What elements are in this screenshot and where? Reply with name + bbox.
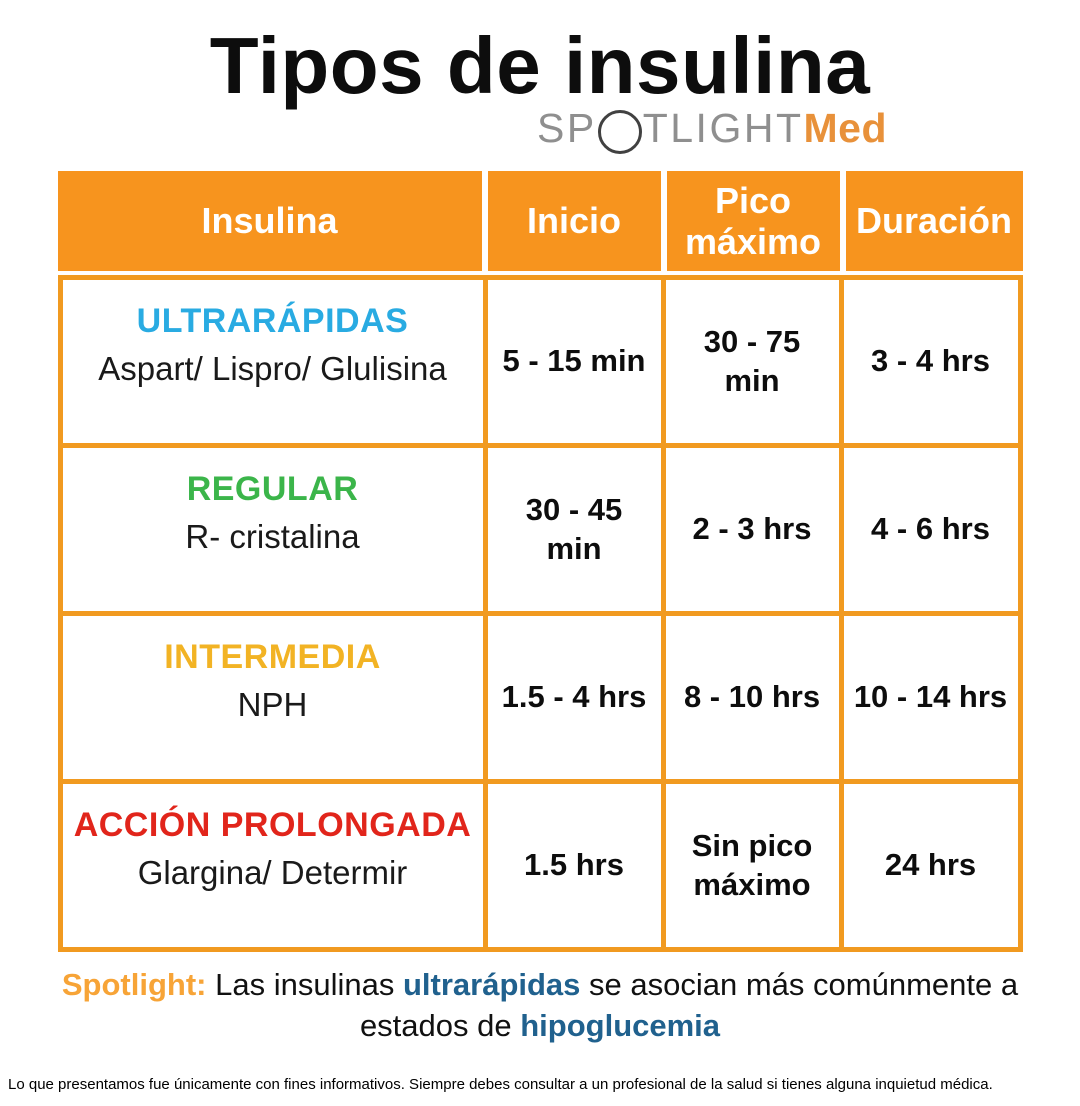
header-cell-inicio: Inicio xyxy=(487,171,661,271)
logo-text-tlight: TLIGHT xyxy=(642,105,804,151)
category-accion-prolongada: ACCIÓN PROLONGADA xyxy=(73,805,472,844)
table-header-row: Insulina Inicio Pico máximo Duración xyxy=(57,171,1023,271)
names-intermedia: NPH xyxy=(237,685,308,723)
table-body: ULTRARÁPIDAS Aspart/ Lispro/ Glulisina 5… xyxy=(57,275,1023,952)
row-intermedia-duracion-cell: 10 - 14 hrs xyxy=(843,616,1018,779)
spotlight-label: Spotlight: xyxy=(61,967,207,1002)
page-title: Tipos de insulina xyxy=(209,21,871,110)
row-ultrarapidas-label-cell: ULTRARÁPIDAS Aspart/ Lispro/ Glulisina xyxy=(62,280,483,443)
row-regular-duracion-cell: 4 - 6 hrs xyxy=(843,448,1018,611)
header-cell-pico-maximo: Pico máximo xyxy=(666,171,840,271)
logo-text-med: Med xyxy=(803,105,887,151)
header-cell-duracion: Duración xyxy=(845,171,1023,271)
row-accion-prolongada-inicio-cell: 1.5 hrs xyxy=(487,784,661,947)
header-cell-insulina: Insulina xyxy=(57,171,482,271)
row-regular-inicio-cell: 30 - 45 min xyxy=(487,448,661,611)
row-regular-pico-cell: 2 - 3 hrs xyxy=(665,448,839,611)
spotlight-highlight-hipoglucemia: hipoglucemia xyxy=(520,1007,721,1043)
row-accion-prolongada-pico-cell: Sin pico máximo xyxy=(665,784,839,947)
row-accion-prolongada-label-cell: ACCIÓN PROLONGADA Glargina/ Determir xyxy=(62,784,483,947)
row-intermedia-label-cell: INTERMEDIA NPH xyxy=(62,616,483,779)
spotlight-line-2: estados de hipoglucemia xyxy=(0,1006,1080,1047)
names-regular: R- cristalina xyxy=(185,517,360,555)
category-intermedia: INTERMEDIA xyxy=(164,637,381,676)
spotlight-text-1: Las insulinas xyxy=(215,967,395,1002)
row-accion-prolongada-duracion-cell: 24 hrs xyxy=(843,784,1018,947)
spotlight-text-2: se asocian más comúnmente a xyxy=(589,967,1019,1002)
infographic-canvas: Tipos de insulina SP TLIGHT Med Insulina… xyxy=(0,26,1080,1106)
row-ultrarapidas-pico-cell: 30 - 75 min xyxy=(665,280,839,443)
spotlight-text-3: estados de xyxy=(359,1007,512,1043)
spotlightmed-logo: SP TLIGHT Med xyxy=(172,98,1080,156)
spotlight-note: Spotlight: Las insulinas ultrarápidas se… xyxy=(0,965,1080,1047)
names-ultrarapidas: Aspart/ Lispro/ Glulisina xyxy=(98,349,447,387)
spotlight-line-1: Spotlight: Las insulinas ultrarápidas se… xyxy=(0,965,1080,1006)
names-accion-prolongada: Glargina/ Determir xyxy=(137,853,408,891)
row-intermedia-pico-cell: 8 - 10 hrs xyxy=(665,616,839,779)
row-ultrarapidas-duracion-cell: 3 - 4 hrs xyxy=(843,280,1018,443)
category-regular: REGULAR xyxy=(186,469,359,508)
logo-spotlight-circle-icon xyxy=(597,110,642,154)
row-ultrarapidas-inicio-cell: 5 - 15 min xyxy=(487,280,661,443)
spotlight-highlight-ultrarapidas: ultrarápidas xyxy=(402,967,581,1002)
row-intermedia-inicio-cell: 1.5 - 4 hrs xyxy=(487,616,661,779)
insulin-types-table: Insulina Inicio Pico máximo Duración ULT… xyxy=(57,171,1023,952)
row-regular-label-cell: REGULAR R- cristalina xyxy=(62,448,483,611)
logo-text-sp: SP xyxy=(537,105,597,151)
disclaimer-text: Lo que presentamos fue únicamente con fi… xyxy=(8,1076,993,1093)
category-ultrarapidas: ULTRARÁPIDAS xyxy=(136,301,409,340)
